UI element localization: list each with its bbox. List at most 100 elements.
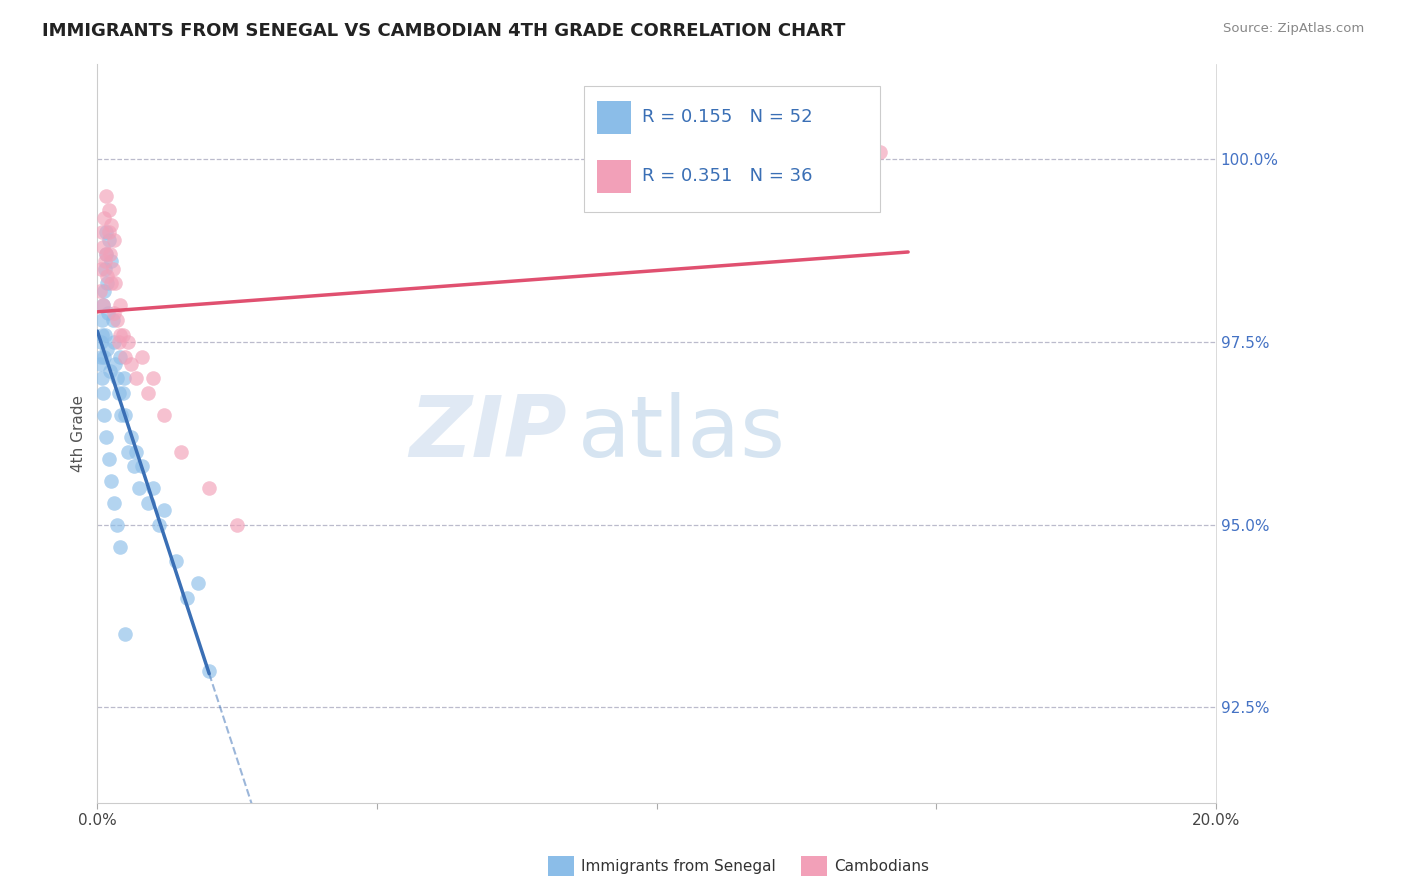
Point bbox=[89, 284, 111, 298]
Point bbox=[136, 386, 159, 401]
Point bbox=[93, 350, 115, 364]
Point bbox=[94, 225, 117, 239]
Point bbox=[97, 306, 120, 320]
Point bbox=[122, 459, 145, 474]
Point bbox=[117, 444, 139, 458]
Point bbox=[94, 247, 117, 261]
Point bbox=[91, 298, 114, 312]
Text: Immigrants from Senegal: Immigrants from Senegal bbox=[581, 859, 776, 873]
Point bbox=[97, 225, 120, 239]
Point bbox=[97, 451, 120, 466]
Point bbox=[98, 364, 121, 378]
Text: Source: ZipAtlas.com: Source: ZipAtlas.com bbox=[1223, 22, 1364, 36]
Point bbox=[96, 247, 118, 261]
Point bbox=[128, 481, 150, 495]
Point bbox=[90, 334, 112, 349]
Text: R = 0.155   N = 52: R = 0.155 N = 52 bbox=[643, 108, 813, 127]
Point bbox=[100, 218, 122, 232]
Point bbox=[98, 247, 121, 261]
Point bbox=[170, 444, 193, 458]
FancyBboxPatch shape bbox=[583, 87, 880, 211]
Text: atlas: atlas bbox=[578, 392, 786, 475]
Point bbox=[105, 517, 128, 532]
Point bbox=[103, 233, 125, 247]
Point bbox=[148, 517, 170, 532]
Text: R = 0.351   N = 36: R = 0.351 N = 36 bbox=[643, 168, 813, 186]
Text: Cambodians: Cambodians bbox=[834, 859, 929, 873]
Y-axis label: 4th Grade: 4th Grade bbox=[72, 395, 86, 472]
Point bbox=[101, 313, 124, 327]
Point bbox=[131, 350, 153, 364]
Point bbox=[93, 327, 115, 342]
Point bbox=[90, 350, 112, 364]
Point bbox=[108, 327, 131, 342]
Point bbox=[96, 269, 118, 284]
Point bbox=[110, 408, 132, 422]
Point bbox=[105, 371, 128, 385]
Point bbox=[104, 357, 127, 371]
Point bbox=[101, 261, 124, 276]
Point bbox=[105, 313, 128, 327]
Point bbox=[108, 298, 131, 312]
Point bbox=[114, 627, 136, 641]
Point bbox=[117, 334, 139, 349]
Point bbox=[198, 664, 221, 678]
Point bbox=[108, 350, 131, 364]
Point bbox=[100, 254, 122, 268]
Point bbox=[120, 430, 142, 444]
Point bbox=[226, 517, 249, 532]
Point bbox=[93, 408, 115, 422]
Point bbox=[90, 225, 112, 239]
Bar bbox=[598, 101, 631, 134]
Point bbox=[94, 261, 117, 276]
Point bbox=[142, 481, 165, 495]
Point bbox=[187, 576, 209, 591]
Point bbox=[97, 203, 120, 218]
Point bbox=[91, 240, 114, 254]
Point bbox=[165, 554, 187, 568]
Point bbox=[104, 277, 127, 291]
Point bbox=[108, 540, 131, 554]
Point bbox=[103, 334, 125, 349]
Point bbox=[96, 188, 118, 202]
Point bbox=[176, 591, 198, 605]
Point bbox=[100, 277, 122, 291]
Point bbox=[142, 371, 165, 385]
Point bbox=[198, 481, 221, 495]
Text: IMMIGRANTS FROM SENEGAL VS CAMBODIAN 4TH GRADE CORRELATION CHART: IMMIGRANTS FROM SENEGAL VS CAMBODIAN 4TH… bbox=[42, 22, 845, 40]
Point bbox=[107, 334, 129, 349]
Point bbox=[93, 284, 115, 298]
Point bbox=[869, 145, 891, 159]
Bar bbox=[598, 160, 631, 194]
Point bbox=[120, 357, 142, 371]
Point bbox=[103, 496, 125, 510]
Point bbox=[94, 254, 117, 268]
Point bbox=[91, 386, 114, 401]
Point bbox=[111, 386, 134, 401]
Point bbox=[90, 261, 112, 276]
Point bbox=[100, 474, 122, 488]
Point bbox=[103, 306, 125, 320]
Point bbox=[136, 496, 159, 510]
Point bbox=[97, 233, 120, 247]
Point bbox=[153, 503, 176, 517]
Point bbox=[131, 459, 153, 474]
Point bbox=[90, 327, 112, 342]
Point bbox=[94, 430, 117, 444]
Point bbox=[114, 408, 136, 422]
Point bbox=[93, 211, 115, 225]
Point bbox=[96, 277, 118, 291]
Point bbox=[111, 327, 134, 342]
Point bbox=[114, 350, 136, 364]
Point bbox=[125, 371, 148, 385]
Point bbox=[90, 313, 112, 327]
Point bbox=[112, 371, 135, 385]
Text: ZIP: ZIP bbox=[409, 392, 567, 475]
Point bbox=[89, 357, 111, 371]
Point bbox=[107, 386, 129, 401]
Point bbox=[91, 298, 114, 312]
Point bbox=[153, 408, 176, 422]
Point bbox=[125, 444, 148, 458]
Point bbox=[96, 342, 118, 356]
Point bbox=[91, 371, 114, 385]
